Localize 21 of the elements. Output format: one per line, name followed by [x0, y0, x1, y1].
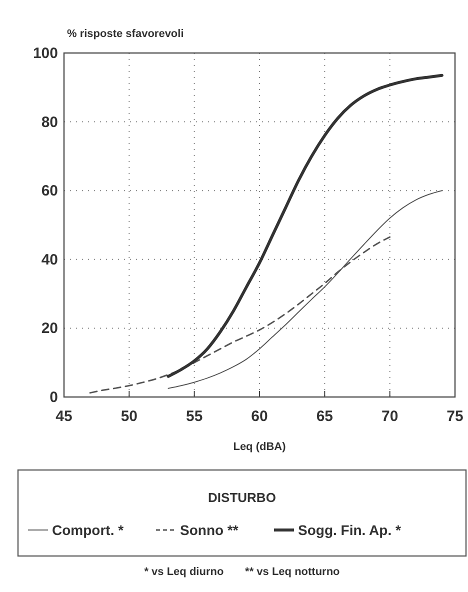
x-axis-title: Leq (dBA) [233, 441, 286, 453]
y-tick-label: 20 [41, 320, 58, 338]
legend-label: Sonno ** [180, 522, 239, 538]
y-tick-label: 40 [41, 251, 58, 268]
y-tick-label: 0 [50, 389, 58, 406]
y-tick-label: 100 [32, 45, 58, 62]
x-tick-label: 50 [120, 408, 138, 425]
y-tick-label: 60 [41, 182, 58, 200]
line-series [166, 74, 444, 378]
legend-title: DISTURBO [208, 490, 276, 505]
x-tick-label: 55 [186, 408, 203, 425]
legend-label: Comport. * [52, 522, 124, 538]
y-tick-label: 80 [41, 114, 58, 131]
y-axis-title: % risposte sfavorevoli [67, 28, 184, 40]
x-tick-label: 75 [446, 408, 464, 425]
x-tick-label: 45 [56, 408, 72, 425]
x-tick-label: 60 [251, 408, 268, 425]
text: * vs Leq diurno ** vs Leq notturno [144, 566, 340, 578]
x-tick-label: 65 [316, 408, 334, 425]
legend-label: Sogg. Fin. Ap. * [298, 522, 402, 538]
x-tick-label: 70 [381, 408, 398, 425]
